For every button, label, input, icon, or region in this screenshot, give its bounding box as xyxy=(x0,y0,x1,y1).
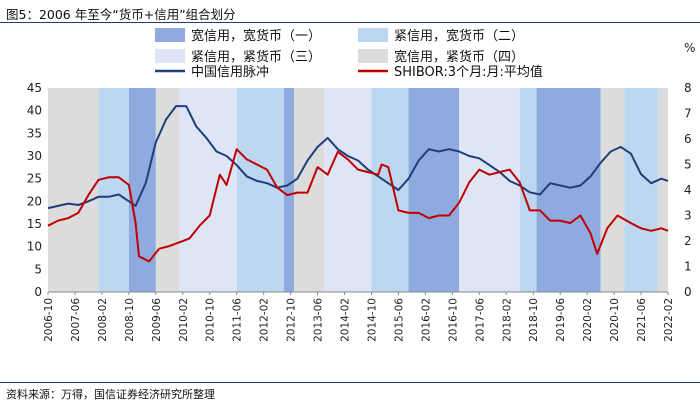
y-left-tick: 5 xyxy=(34,262,42,276)
regime-band-r3 xyxy=(459,88,520,292)
regime-band-r1 xyxy=(283,88,294,292)
y-right-tick: 8 xyxy=(684,81,692,95)
y-right-tick: 4 xyxy=(684,183,692,197)
legend-label-r3: 紧信用，紧货币（三） xyxy=(191,49,321,65)
title-rule xyxy=(0,22,700,23)
x-tick-label: 2021-06 xyxy=(636,298,648,342)
legend-swatch-r1 xyxy=(155,28,185,42)
x-tick-label: 2010-10 xyxy=(205,298,217,342)
legend-label-r4: 宽信用，紧货币（四） xyxy=(394,49,524,65)
legend-label-r2: 紧信用，宽货币（二） xyxy=(394,28,524,44)
x-tick-label: 2008-02 xyxy=(97,298,109,342)
source-rule xyxy=(0,382,700,383)
legend: 宽信用，宽货币（一） 紧信用，宽货币（二） 紧信用，紧货币（三） 宽信用，紧货币（四）… xyxy=(155,28,543,80)
y-right-tick: 6 xyxy=(684,132,692,146)
figure-title: 图5：2006 年至今“货币+信用”组合划分 xyxy=(6,7,236,22)
regime-band-r3 xyxy=(324,88,372,292)
legend-swatch-r4 xyxy=(358,49,388,63)
x-tick-label: 2020-02 xyxy=(582,298,594,342)
regime-band-r3 xyxy=(179,88,237,292)
x-tick-label: 2016-02 xyxy=(420,298,432,342)
y-right-tick: 7 xyxy=(684,107,692,121)
x-tick-label: 2018-10 xyxy=(528,298,540,342)
x-tick-label: 2016-10 xyxy=(447,298,459,342)
y-left-tick: 0 xyxy=(34,285,42,299)
legend-swatch-r3 xyxy=(155,49,185,63)
credit-impulse-line xyxy=(47,105,669,210)
regime-band-r1 xyxy=(536,88,601,292)
shibor-line xyxy=(47,148,669,263)
x-tick-label: 2015-06 xyxy=(393,298,405,342)
x-tick-label: 2014-10 xyxy=(366,298,378,342)
x-tick-label: 2017-06 xyxy=(474,298,486,342)
y-right-tick: 2 xyxy=(684,234,692,248)
x-tick-label: 2012-10 xyxy=(286,298,298,342)
y-left-tick: 35 xyxy=(27,126,42,140)
y-left-tick: 45 xyxy=(27,81,42,95)
regime-band-r4 xyxy=(600,88,625,292)
regime-band-r4 xyxy=(155,88,180,292)
legend-swatch-r2 xyxy=(358,28,388,42)
regime-band-r2 xyxy=(371,88,409,292)
y-left-tick: 25 xyxy=(27,172,42,186)
regime-band-r4 xyxy=(48,88,99,292)
x-tick-label: 2009-06 xyxy=(151,298,163,342)
y-right-tick: 3 xyxy=(684,209,692,223)
y-right-tick: 5 xyxy=(684,158,692,172)
y-left-tick: 10 xyxy=(27,240,42,254)
y-left-tick: 15 xyxy=(27,217,42,231)
x-tick-label: 2013-06 xyxy=(313,298,325,342)
x-tick-label: 2007-06 xyxy=(70,298,82,342)
legend-label-shibor: SHIBOR:3个月:月:平均值 xyxy=(394,64,543,80)
x-tick-label: 2020-10 xyxy=(609,298,621,342)
regime-band-r2 xyxy=(98,88,129,292)
x-tick-label: 2010-02 xyxy=(178,298,190,342)
x-tick-label: 2011-06 xyxy=(232,298,244,342)
y-left-tick: 40 xyxy=(27,104,42,118)
x-tick-label: 2019-06 xyxy=(555,298,567,342)
x-tick-label: 2018-02 xyxy=(501,298,513,342)
regime-band-r4 xyxy=(657,88,668,292)
regime-band-r2 xyxy=(236,88,284,292)
y-left-tick: 20 xyxy=(27,194,42,208)
y-right-tick: 0 xyxy=(684,285,692,299)
x-tick-label: 2008-10 xyxy=(124,298,136,342)
series-lines xyxy=(47,105,669,263)
regime-bands xyxy=(48,88,668,292)
regime-band-r2 xyxy=(624,88,658,292)
x-tick-label: 2012-02 xyxy=(259,298,271,342)
x-tick-label: 2006-10 xyxy=(43,298,55,342)
x-tick-label: 2022-02 xyxy=(663,298,675,342)
legend-label-r1: 宽信用，宽货币（一） xyxy=(191,28,321,44)
x-tick-label: 2014-02 xyxy=(340,298,352,342)
y-right-unit: % xyxy=(684,41,695,55)
y-left-tick: 30 xyxy=(27,149,42,163)
y-right-tick: 1 xyxy=(684,260,692,274)
source-note: 资料来源：万得，国信证券经济研究所整理 xyxy=(6,388,215,401)
regime-band-r1 xyxy=(408,88,460,292)
legend-label-credit: 中国信用脉冲 xyxy=(191,65,269,80)
